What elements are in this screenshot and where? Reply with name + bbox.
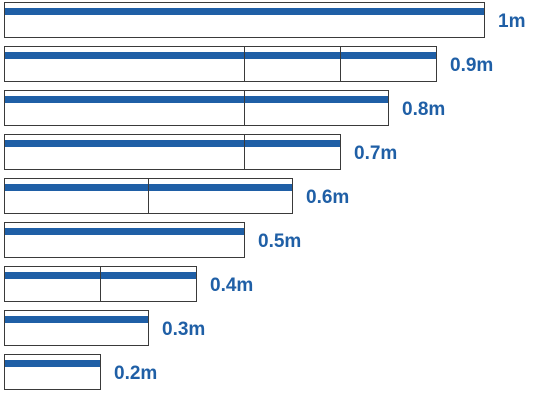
bar-stripe bbox=[5, 272, 100, 279]
bar-segment bbox=[244, 134, 341, 170]
length-label: 0.6m bbox=[306, 187, 350, 208]
bar-segment bbox=[4, 134, 245, 170]
bar-stripe bbox=[5, 8, 484, 15]
bar-stripe bbox=[5, 184, 148, 191]
bar-segment bbox=[4, 354, 101, 390]
bar-stripe bbox=[5, 140, 244, 147]
length-label: 0.2m bbox=[114, 363, 158, 384]
bar-segment bbox=[244, 90, 389, 126]
bar-segment bbox=[340, 46, 437, 82]
bar-segment bbox=[4, 46, 245, 82]
bar-stripe bbox=[5, 52, 244, 59]
length-label: 0.5m bbox=[258, 231, 302, 252]
bar-stripe bbox=[5, 316, 148, 323]
bar-stripe bbox=[5, 96, 244, 103]
bar-stripe bbox=[245, 96, 388, 103]
bar-stripe bbox=[245, 140, 340, 147]
bar-stripe bbox=[5, 228, 244, 235]
length-label: 0.4m bbox=[210, 275, 254, 296]
length-label: 0.7m bbox=[354, 143, 398, 164]
bar-segment bbox=[4, 310, 149, 346]
bar-segment bbox=[148, 178, 293, 214]
bar-segment bbox=[4, 266, 101, 302]
bar-stripe bbox=[101, 272, 196, 279]
bar-stripe bbox=[149, 184, 292, 191]
length-label: 0.9m bbox=[450, 55, 494, 76]
length-label: 1m bbox=[498, 11, 526, 32]
bar-segment bbox=[4, 2, 485, 38]
bar-stripe bbox=[245, 52, 340, 59]
bar-stripe bbox=[5, 360, 100, 367]
bar-segment bbox=[4, 178, 149, 214]
length-label: 0.8m bbox=[402, 99, 446, 120]
bar-segment bbox=[4, 90, 245, 126]
bar-stripe bbox=[341, 52, 436, 59]
bar-segment bbox=[100, 266, 197, 302]
bar-segment bbox=[244, 46, 341, 82]
bar-segment bbox=[4, 222, 245, 258]
length-label: 0.3m bbox=[162, 319, 206, 340]
